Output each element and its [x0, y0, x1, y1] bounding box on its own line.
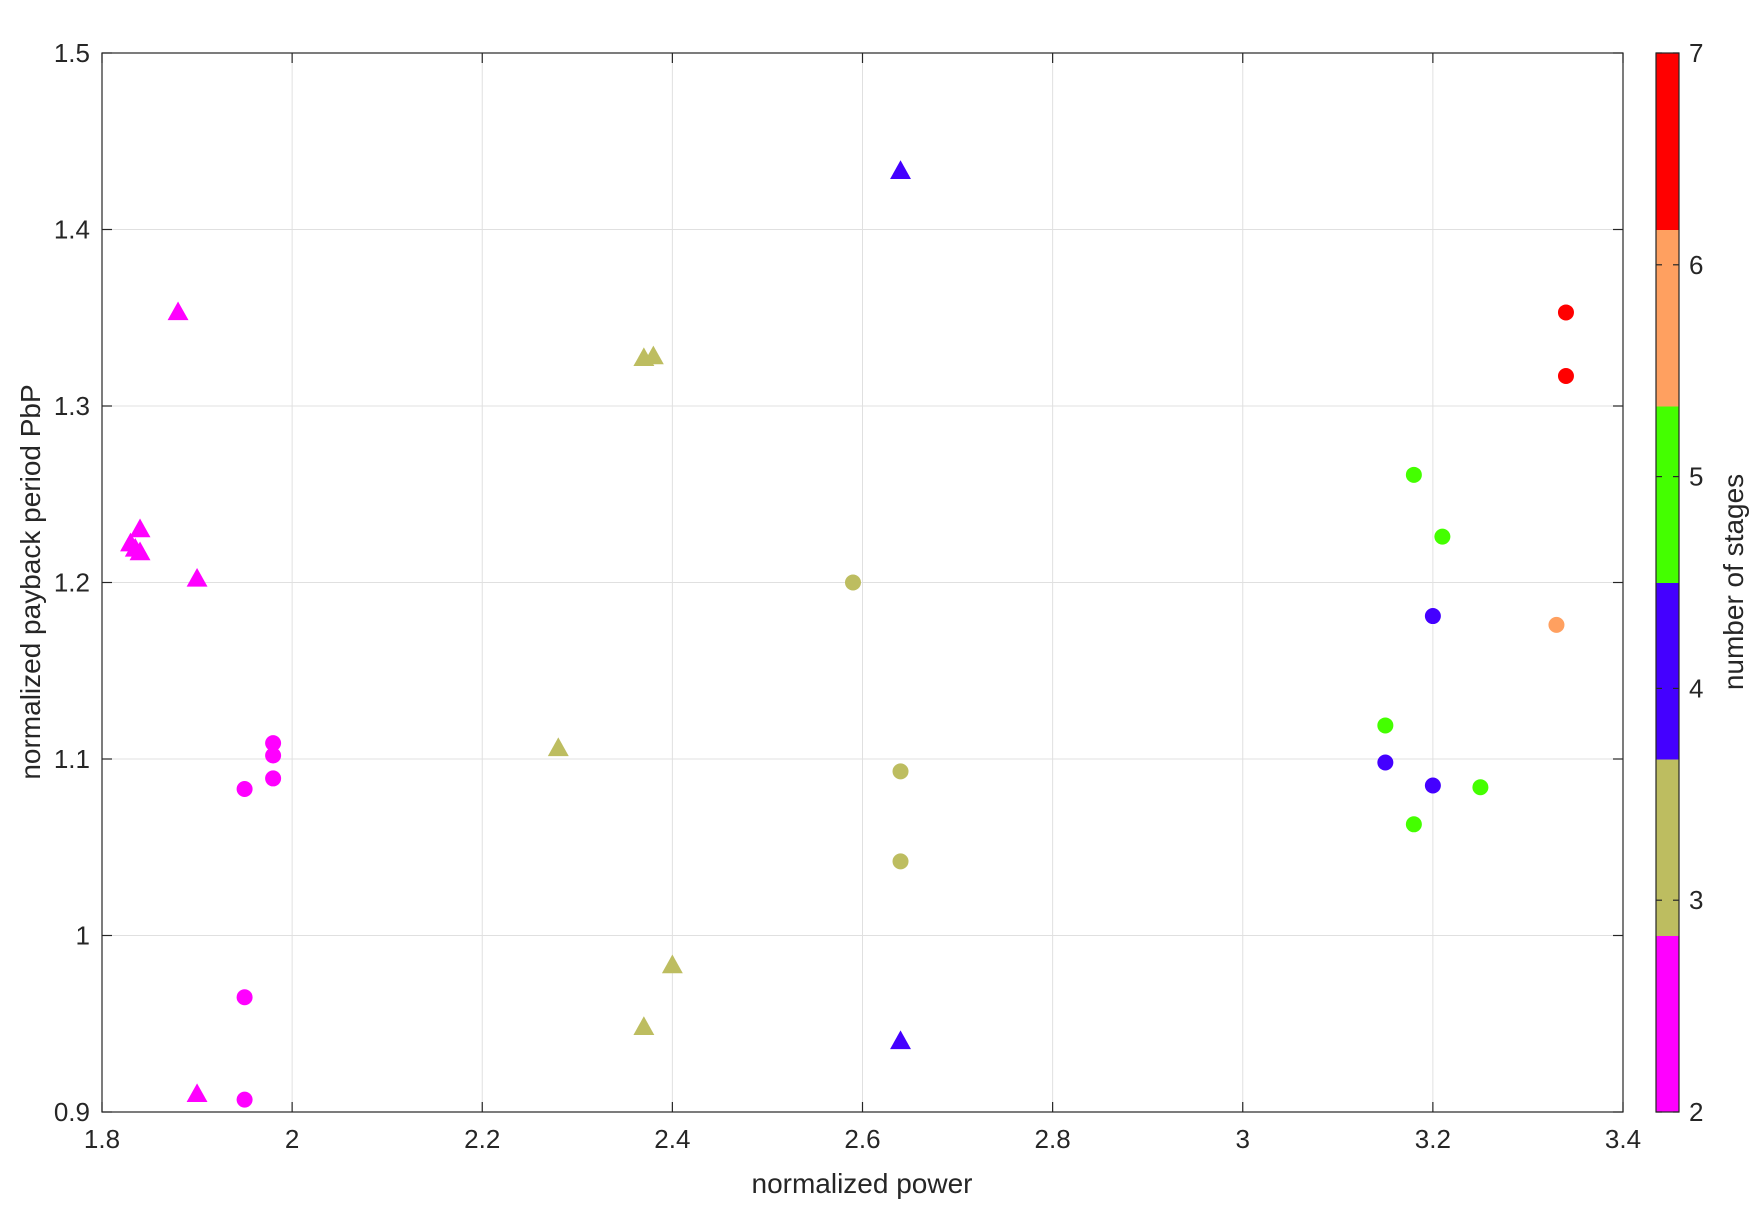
x-tick-label: 2.4 — [654, 1124, 690, 1154]
x-tick-label: 1.8 — [84, 1124, 120, 1154]
colorbar-segment — [1656, 53, 1679, 230]
data-point-triangle — [633, 1016, 655, 1035]
colorbar-tick-label: 2 — [1689, 1097, 1703, 1127]
data-point-triangle — [890, 1030, 911, 1050]
data-point-triangle — [890, 160, 911, 179]
data-point-circle — [892, 853, 909, 870]
data-point-circle — [1424, 777, 1441, 794]
y-tick-label: 1 — [76, 921, 90, 951]
data-point-triangle — [186, 1083, 208, 1103]
data-point-circle — [1557, 367, 1574, 384]
colorbar: 2 3 4 5 6 7 — [1655, 38, 1703, 1127]
data-point-circle — [265, 770, 282, 787]
x-tick-label: 3.2 — [1415, 1124, 1451, 1154]
data-point-circle — [1548, 616, 1565, 633]
data-point-circle — [265, 747, 282, 764]
colorbar-frame — [1655, 52, 1680, 1113]
data-point-triangle — [642, 345, 664, 365]
data-point-circle — [1424, 608, 1441, 625]
data-point-circle — [892, 763, 909, 780]
y-tick-label: 1.2 — [54, 568, 90, 598]
y-tick-label: 1.1 — [54, 744, 90, 774]
colorbar-segment — [1656, 406, 1679, 583]
x-tick-label: 3.4 — [1605, 1124, 1641, 1154]
y-tick-label: 0.9 — [54, 1097, 90, 1127]
colorbar-segment — [1656, 229, 1679, 407]
data-point-circle — [1377, 717, 1394, 734]
y-tick-label: 1.4 — [54, 215, 90, 245]
data-point-circle — [844, 574, 861, 591]
axis-ticks: 1.8 2 2.2 2.4 2.6 2.8 3 3.2 3.4 0.9 1 1.1 1.2 1.3 1.4 1… — [54, 38, 1641, 1154]
x-axis-label: normalized power — [752, 1168, 973, 1199]
x-tick-label: 2 — [285, 1124, 299, 1154]
data-points — [120, 160, 1574, 1108]
data-point-circle — [265, 735, 282, 752]
grid-lines — [102, 53, 1623, 1112]
colorbar-label: number of stages — [1718, 474, 1749, 690]
colorbar-tick-label: 5 — [1689, 462, 1703, 492]
colorbar-tick-label: 3 — [1689, 885, 1703, 915]
data-point-circle — [1557, 304, 1574, 321]
data-point-triangle — [129, 541, 151, 561]
colorbar-segment — [1656, 759, 1679, 936]
data-point-circle — [1377, 754, 1394, 771]
y-tick-label: 1.3 — [54, 391, 90, 421]
y-axis-label: normalized payback period PbP — [15, 384, 46, 779]
x-tick-label: 2.2 — [464, 1124, 500, 1154]
colorbar-segment — [1656, 935, 1679, 1113]
data-point-circle — [236, 781, 253, 798]
x-tick-label: 2.8 — [1035, 1124, 1071, 1154]
colorbar-segment — [1656, 582, 1679, 760]
x-tick-label: 3 — [1236, 1124, 1250, 1154]
colorbar-tick-label: 4 — [1689, 673, 1703, 703]
data-point-triangle — [661, 954, 683, 974]
data-point-circle — [236, 989, 253, 1006]
x-tick-label: 2.6 — [844, 1124, 880, 1154]
data-point-triangle — [167, 301, 189, 321]
data-point-circle — [1434, 528, 1451, 545]
colorbar-tick-label: 7 — [1689, 38, 1703, 68]
data-point-circle — [1472, 779, 1489, 796]
data-point-triangle — [129, 518, 151, 538]
data-point-triangle — [186, 567, 208, 587]
data-point-circle — [1405, 466, 1422, 483]
colorbar-tick-label: 6 — [1689, 250, 1703, 280]
data-point-circle — [1405, 816, 1422, 833]
data-point-circle — [236, 1091, 253, 1108]
y-tick-label: 1.5 — [54, 38, 90, 68]
data-point-triangle — [547, 737, 569, 757]
